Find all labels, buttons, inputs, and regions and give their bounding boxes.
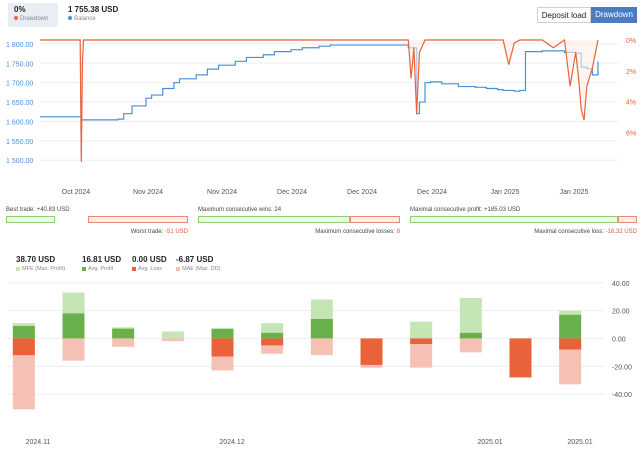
- x-tick-label: 2025.01: [477, 439, 502, 446]
- y-tick-label: 1 800.00: [6, 42, 33, 49]
- max-consec-losses: Maximum consecutive losses: 8: [315, 229, 400, 235]
- avg-profit-bar: [112, 328, 135, 339]
- worst-trade: Worst trade: -51 USD: [130, 229, 188, 235]
- mae-bar: [161, 338, 184, 342]
- balance-drawdown-chart: 1 800.00 1 750.00 1 700.00 1 650.00 1 600.00…: [6, 38, 636, 196]
- x-tick-label: Dec 2024: [417, 189, 447, 196]
- drawdown-dot-icon: [14, 16, 18, 21]
- max-consec-profit-bar: [410, 216, 618, 223]
- max-consec-wins-bar: [198, 216, 350, 223]
- x-tick-label: Nov 2024: [133, 189, 163, 196]
- avg-profit-bar: [310, 318, 333, 339]
- mae-bar: [310, 338, 333, 356]
- drawdown-stat[interactable]: 0% Drawdown: [8, 3, 58, 27]
- drawdown-area: [40, 40, 598, 162]
- avg-loss-bar: [410, 338, 433, 344]
- drawdown-value: 0%: [14, 5, 26, 14]
- mfe-bar: [161, 331, 184, 339]
- x-tick-label: Jan 2025: [491, 189, 520, 196]
- mae-bar: [559, 338, 582, 385]
- y-tick-label: 1 500.00: [6, 158, 33, 165]
- balance-dot-icon: [68, 16, 72, 21]
- best-trade: Best trade: +40.83 USD: [6, 207, 70, 213]
- x-tick-label: Nov 2024: [207, 189, 237, 196]
- balance-line: [40, 44, 599, 121]
- avg-profit-bar: [459, 332, 482, 339]
- balance-label: Balance: [74, 16, 96, 22]
- y-tick-label: 1 650.00: [6, 100, 33, 107]
- legend-mfe: 38.70 USD MFE (Max. Profit): [16, 255, 66, 272]
- max-consec-loss-bar: [618, 216, 637, 223]
- y-tick-label: 1 750.00: [6, 61, 33, 68]
- deposit-load-button[interactable]: Deposit load: [537, 7, 591, 23]
- max-consec-losses-bar: [350, 216, 400, 223]
- best-trade-bar: [6, 216, 55, 223]
- x-tick-label: Dec 2024: [347, 189, 377, 196]
- avg-profit-bar: [211, 328, 234, 339]
- x-tick-label: 2025.01: [567, 439, 592, 446]
- legend-mae: -6.87 USD MAE (Max. DD): [176, 255, 221, 272]
- mae-swatch-icon: [176, 266, 180, 271]
- avg-loss-swatch-icon: [132, 266, 136, 271]
- y-tick-label: 0.00: [612, 336, 626, 343]
- mae-bar: [410, 338, 433, 368]
- avg-loss-bar: [211, 338, 234, 357]
- drawdown-button[interactable]: Drawdown: [591, 7, 637, 23]
- y2-tick-label: 6%: [626, 131, 636, 138]
- y2-tick-label: 4%: [626, 100, 636, 107]
- max-consec-wins: Maximum consecutive wins: 24: [198, 207, 282, 213]
- avg-loss-bar: [360, 338, 383, 365]
- legend-avg-profit: 16.81 USD Avg. Profit: [82, 255, 122, 272]
- mae-bar: [112, 338, 135, 347]
- balance-value: 1 755.38 USD: [68, 5, 119, 14]
- avg-loss-bar: [509, 338, 532, 378]
- top-bar: 0% Drawdown 1 755.38 USD Balance Deposit…: [0, 0, 644, 30]
- y2-tick-label: 2%: [626, 69, 636, 76]
- y-tick-label: 1 700.00: [6, 81, 33, 88]
- drawdown-line: [40, 38, 599, 162]
- avg-loss-bar: [559, 338, 582, 350]
- x-tick-label: Jan 2025: [560, 189, 589, 196]
- max-consec-loss: Maximal consecutive loss: -16.32 USD: [534, 229, 637, 235]
- avg-profit-bar: [12, 325, 35, 339]
- y-tick-label: -20.00: [612, 364, 632, 371]
- mfe-mae-bar-chart: 40.00 20.00 0.00 -20.00 -40.00 2024.11 2024.12…: [8, 281, 632, 446]
- avg-profit-bar: [62, 313, 85, 339]
- max-consec-profit: Maximal consecutive profit: +185.03 USD: [410, 207, 521, 213]
- mae-bar: [62, 338, 85, 361]
- x-tick-label: 2024.11: [26, 439, 51, 446]
- mae-bar: [12, 338, 35, 410]
- y-tick-label: 1 550.00: [6, 139, 33, 146]
- mae-bar: [459, 338, 482, 353]
- x-tick-label: Dec 2024: [277, 189, 307, 196]
- mfe-swatch-icon: [16, 266, 20, 271]
- x-tick-label: Oct 2024: [62, 189, 91, 196]
- y2-tick-label: 0%: [626, 38, 636, 45]
- worst-trade-bar: [88, 216, 188, 223]
- y-tick-label: 1 600.00: [6, 119, 33, 126]
- avg-profit-bar: [559, 314, 582, 339]
- x-tick-label: 2024.12: [219, 439, 244, 446]
- y-tick-label: 20.00: [612, 309, 630, 316]
- avg-profit-swatch-icon: [82, 266, 86, 271]
- legend-avg-loss: 0.00 USD Avg. Loss: [132, 255, 167, 272]
- drawdown-label: Drawdown: [20, 16, 49, 22]
- y-tick-label: -40.00: [612, 392, 632, 399]
- y-tick-label: 40.00: [612, 281, 630, 288]
- mfe-bar: [459, 298, 482, 339]
- avg-loss-bar: [261, 338, 284, 346]
- avg-profit-bar: [261, 332, 284, 339]
- avg-loss-bar: [12, 338, 35, 356]
- balance-stat[interactable]: 1 755.38 USD Balance: [62, 3, 142, 27]
- mfe-bar: [410, 321, 433, 339]
